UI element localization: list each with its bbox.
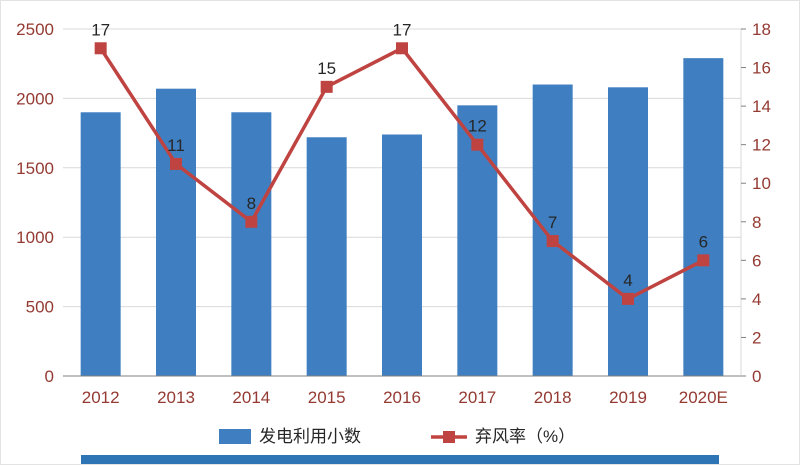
data-label-2020E: 6 xyxy=(699,232,708,251)
x-axis-label-2012: 2012 xyxy=(82,388,120,407)
legend-label-line: 弃风率（%） xyxy=(475,427,575,446)
bar-2012 xyxy=(80,112,121,376)
right-axis-tick-label: 8 xyxy=(752,213,761,232)
data-label-2014: 8 xyxy=(247,194,256,213)
x-axis-label-2018: 2018 xyxy=(534,388,572,407)
legend-item-bars: 发电利用小数 xyxy=(219,427,361,446)
bar-2019 xyxy=(608,87,648,377)
x-axis-label-2015: 2015 xyxy=(308,388,346,407)
left-axis-tick-label: 2000 xyxy=(16,89,54,108)
line-marker-2012 xyxy=(94,42,107,55)
left-axis-tick-label: 500 xyxy=(26,298,54,317)
line-marker-2020E xyxy=(697,254,710,267)
bottom-divider xyxy=(80,455,720,464)
right-axis-tick-label: 0 xyxy=(752,367,761,386)
legend-swatch-bar xyxy=(219,429,251,444)
bar-2020E xyxy=(683,58,724,376)
x-axis-label-2019: 2019 xyxy=(609,388,647,407)
line-marker-2019 xyxy=(622,292,634,305)
right-axis-tick-label: 18 xyxy=(752,20,771,39)
bar-2016 xyxy=(382,134,422,376)
legend-swatch-line xyxy=(443,431,455,443)
right-axis-tick-label: 2 xyxy=(752,328,761,347)
line-series xyxy=(94,42,710,305)
x-axis-label-2017: 2017 xyxy=(458,388,496,407)
data-label-2018: 7 xyxy=(548,213,557,232)
left-axis-labels: 0 500 1000 1500 2000 2500 xyxy=(16,20,54,386)
bar-2013 xyxy=(156,88,196,377)
right-axis-tick-label: 12 xyxy=(752,136,771,155)
left-axis-tick-label: 2500 xyxy=(16,20,54,39)
right-axis-labels: 0 2 4 6 8 10 12 14 16 18 xyxy=(741,20,771,386)
right-axis-tick-label: 10 xyxy=(752,174,771,193)
data-label-2016: 17 xyxy=(393,20,412,39)
line-marker-2017 xyxy=(471,138,484,151)
legend-item-line: 弃风率（%） xyxy=(431,427,575,446)
right-axis-tick-label: 4 xyxy=(752,290,761,309)
line-data-labels: 17 11 8 15 17 12 7 4 6 xyxy=(91,20,708,290)
right-axis-tick-label: 16 xyxy=(752,59,771,78)
axes xyxy=(63,29,742,377)
bar-series xyxy=(80,58,724,377)
bar-2015 xyxy=(306,137,347,376)
data-label-2012: 17 xyxy=(91,20,110,39)
bar-2014 xyxy=(231,112,272,376)
x-axis-label-2016: 2016 xyxy=(383,388,421,407)
data-label-2013: 11 xyxy=(167,136,185,155)
line-marker-2013 xyxy=(170,157,182,170)
left-axis-tick-label: 0 xyxy=(45,367,54,386)
legend-label-bars: 发电利用小数 xyxy=(259,427,361,446)
legend: 发电利用小数 弃风率（%） xyxy=(219,427,575,446)
line-marker-2015 xyxy=(320,80,333,93)
line-marker-2018 xyxy=(546,235,559,248)
line-marker-2016 xyxy=(396,42,408,55)
left-axis-tick-label: 1000 xyxy=(16,228,54,247)
right-axis-tick-label: 14 xyxy=(752,97,771,116)
x-axis-label-2020E: 2020E xyxy=(679,388,728,407)
line-marker-2014 xyxy=(245,215,258,228)
x-axis-label-2014: 2014 xyxy=(232,388,270,407)
bar-2018 xyxy=(532,84,573,377)
right-axis-tick-label: 6 xyxy=(752,251,761,270)
left-axis-tick-label: 1500 xyxy=(16,159,54,178)
data-label-2017: 12 xyxy=(468,117,487,136)
x-axis-labels: 2012 2013 2014 2015 2016 2017 2018 2019 2020E xyxy=(82,388,728,407)
data-label-2015: 15 xyxy=(317,59,336,78)
data-label-2019: 4 xyxy=(623,271,632,290)
x-axis-label-2013: 2013 xyxy=(157,388,195,407)
